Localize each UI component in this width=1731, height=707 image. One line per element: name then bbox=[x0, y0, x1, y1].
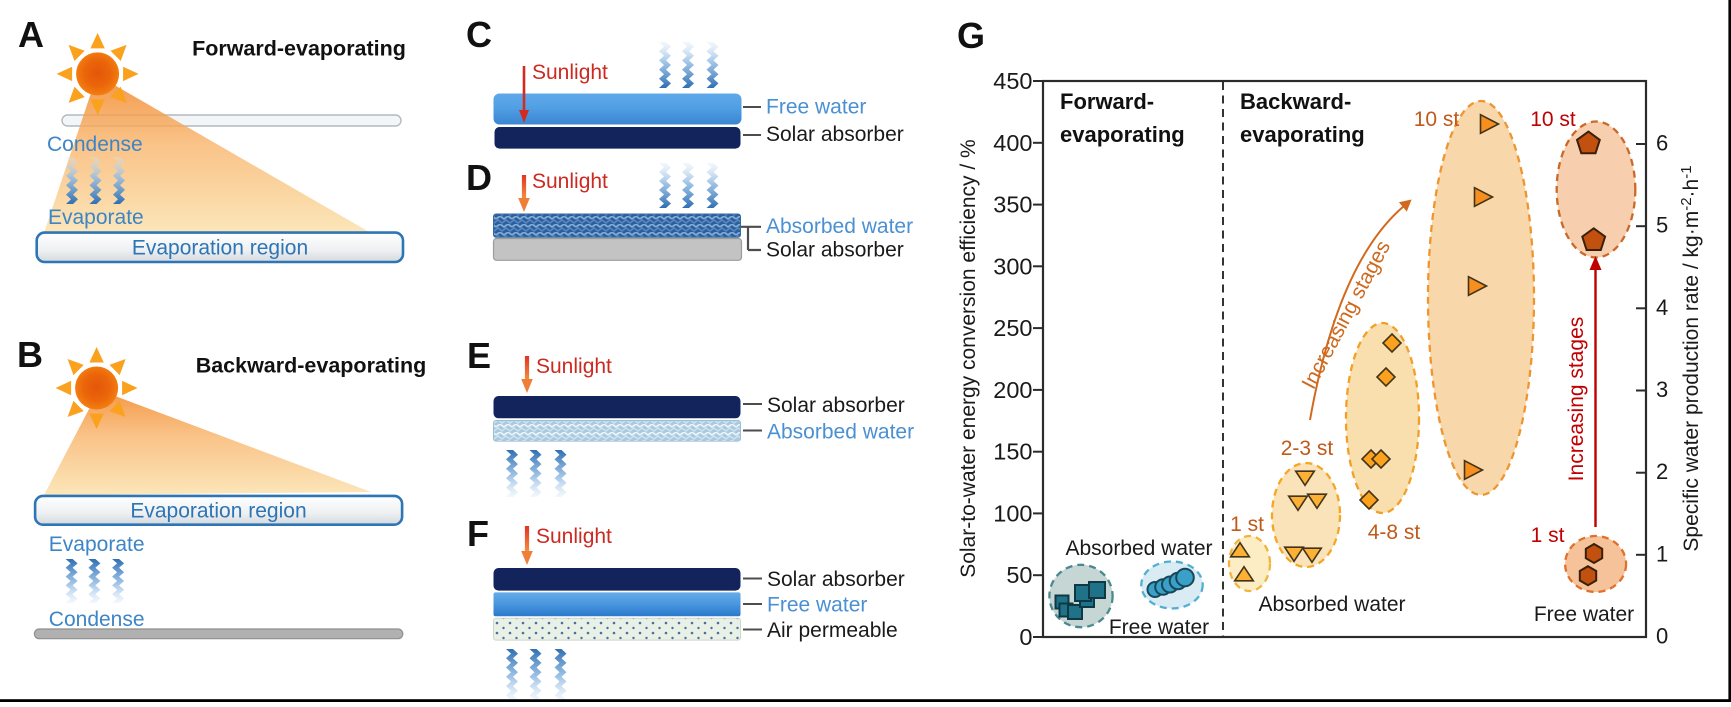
svg-text:Solar absorber: Solar absorber bbox=[766, 239, 904, 262]
svg-text:Air permeable: Air permeable bbox=[767, 619, 898, 642]
svg-text:B: B bbox=[17, 334, 43, 375]
svg-text:450: 450 bbox=[993, 68, 1032, 94]
svg-text:3: 3 bbox=[1656, 377, 1668, 402]
svg-text:300: 300 bbox=[993, 253, 1032, 279]
svg-text:Increasing stages: Increasing stages bbox=[1565, 317, 1588, 482]
svg-text:evaporating: evaporating bbox=[1240, 122, 1365, 147]
svg-text:Solar absorber: Solar absorber bbox=[767, 394, 905, 417]
svg-text:Solar absorber: Solar absorber bbox=[767, 568, 905, 591]
svg-text:D: D bbox=[466, 157, 492, 198]
svg-text:Backward-: Backward- bbox=[1240, 89, 1351, 114]
svg-text:Sunlight: Sunlight bbox=[532, 170, 608, 193]
svg-text:Evaporation region: Evaporation region bbox=[132, 237, 308, 260]
svg-text:Absorbed water: Absorbed water bbox=[1258, 593, 1405, 616]
svg-text:4: 4 bbox=[1656, 295, 1668, 320]
svg-text:Forward-: Forward- bbox=[1060, 89, 1154, 114]
svg-text:F: F bbox=[467, 513, 489, 554]
svg-text:evaporating: evaporating bbox=[1060, 122, 1185, 147]
svg-text:Evaporate: Evaporate bbox=[48, 206, 144, 229]
svg-text:Specific water production rate: Specific water production rate / kg·m-2·… bbox=[1678, 165, 1703, 551]
svg-text:50: 50 bbox=[1006, 562, 1032, 588]
svg-text:150: 150 bbox=[993, 439, 1032, 465]
svg-text:E: E bbox=[467, 335, 491, 376]
svg-text:Free water: Free water bbox=[767, 594, 867, 617]
svg-text:5: 5 bbox=[1656, 213, 1668, 238]
svg-text:Absorbed water: Absorbed water bbox=[766, 215, 913, 238]
svg-text:Evaporation region: Evaporation region bbox=[130, 500, 306, 523]
svg-text:A: A bbox=[18, 14, 44, 55]
svg-text:Absorbed water: Absorbed water bbox=[767, 421, 914, 444]
svg-text:Free water: Free water bbox=[766, 96, 866, 119]
svg-text:Absorbed water: Absorbed water bbox=[1065, 537, 1212, 560]
svg-text:0: 0 bbox=[1656, 624, 1668, 649]
svg-text:350: 350 bbox=[993, 192, 1032, 218]
svg-text:Free water: Free water bbox=[1109, 616, 1209, 639]
svg-text:100: 100 bbox=[993, 500, 1032, 526]
svg-text:Backward-evaporating: Backward-evaporating bbox=[196, 354, 427, 378]
svg-text:1: 1 bbox=[1656, 541, 1668, 566]
svg-text:6: 6 bbox=[1656, 131, 1668, 156]
svg-text:G: G bbox=[957, 15, 985, 56]
svg-text:0: 0 bbox=[1019, 624, 1032, 650]
svg-text:Sunlight: Sunlight bbox=[536, 355, 612, 378]
svg-text:4-8 st: 4-8 st bbox=[1368, 521, 1421, 544]
svg-text:Condense: Condense bbox=[47, 133, 143, 156]
svg-text:400: 400 bbox=[993, 130, 1032, 156]
svg-text:250: 250 bbox=[993, 315, 1032, 341]
svg-text:2-3 st: 2-3 st bbox=[1281, 437, 1334, 460]
svg-text:Sunlight: Sunlight bbox=[532, 61, 608, 84]
svg-text:Solar absorber: Solar absorber bbox=[766, 123, 904, 146]
svg-text:Evaporate: Evaporate bbox=[49, 533, 145, 556]
svg-text:Solar-to-water energy conversi: Solar-to-water energy conversion efficie… bbox=[957, 139, 980, 577]
svg-text:200: 200 bbox=[993, 377, 1032, 403]
svg-text:Condense: Condense bbox=[49, 608, 145, 631]
svg-text:10 st: 10 st bbox=[1414, 108, 1460, 131]
svg-text:10 st: 10 st bbox=[1530, 108, 1576, 131]
svg-text:2: 2 bbox=[1656, 459, 1668, 484]
svg-text:1 st: 1 st bbox=[1230, 513, 1264, 536]
svg-text:Sunlight: Sunlight bbox=[536, 525, 612, 548]
svg-text:Free water: Free water bbox=[1534, 603, 1634, 626]
svg-text:Forward-evaporating: Forward-evaporating bbox=[192, 37, 406, 61]
svg-text:C: C bbox=[466, 14, 492, 55]
svg-text:1 st: 1 st bbox=[1531, 524, 1565, 547]
